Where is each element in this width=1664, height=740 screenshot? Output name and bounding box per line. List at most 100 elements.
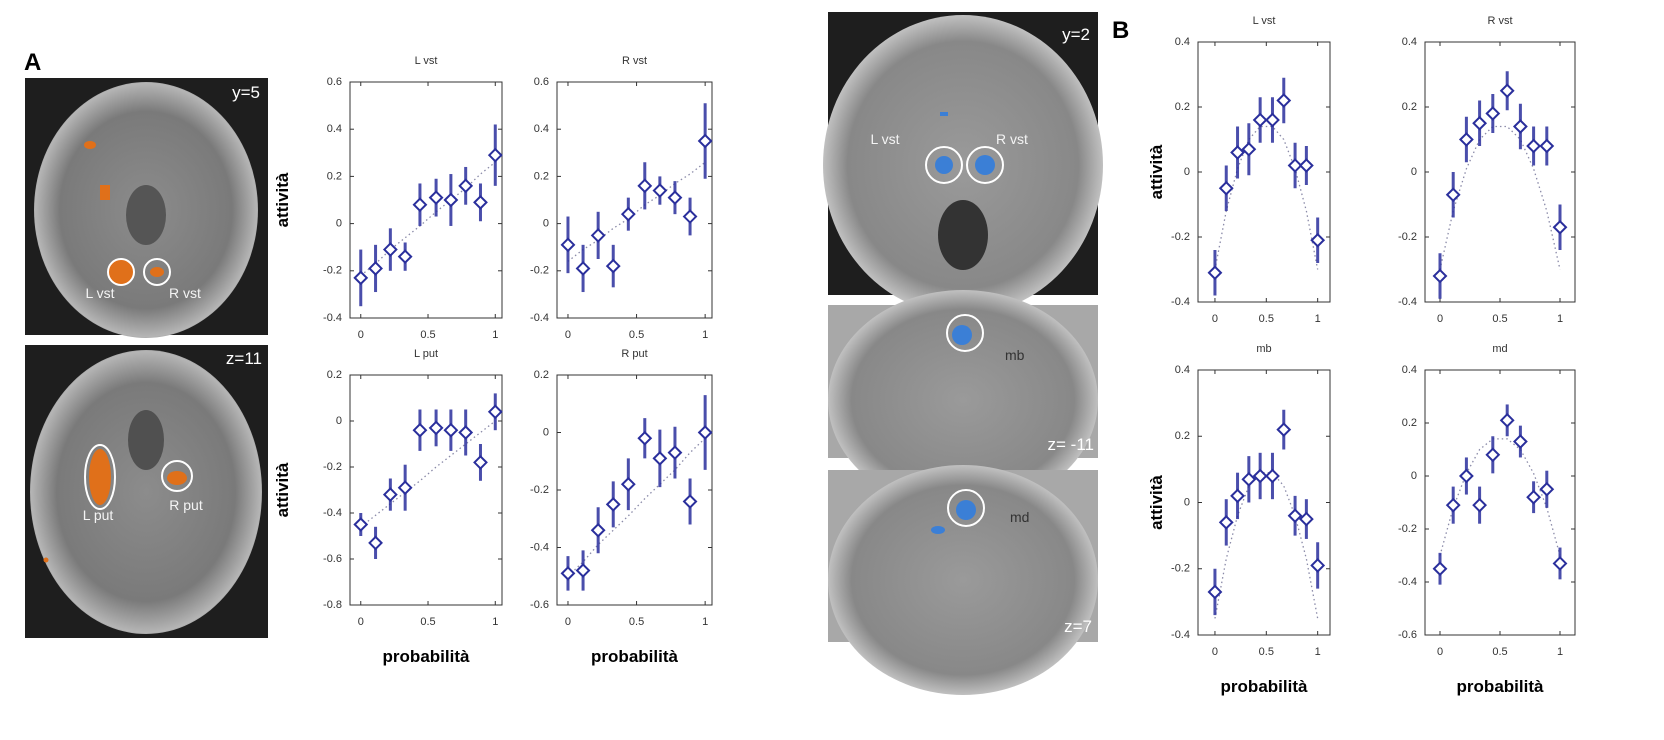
y-axis-label: attività bbox=[1147, 144, 1166, 199]
x-tick-label: 0 bbox=[565, 329, 571, 341]
y-tick-label: 0.2 bbox=[534, 170, 549, 182]
y-axis-label: attività bbox=[1147, 475, 1166, 530]
y-tick-label: 0.6 bbox=[327, 76, 342, 88]
plot-frame bbox=[1425, 42, 1575, 302]
y-tick-label: 0.2 bbox=[327, 369, 342, 381]
y-tick-label: 0.2 bbox=[1175, 430, 1190, 442]
region-label: R vst bbox=[169, 285, 201, 301]
chart-title: R vst bbox=[1487, 15, 1512, 27]
y-tick-label: 0 bbox=[543, 218, 549, 230]
brain-image: md z=7 bbox=[828, 465, 1098, 695]
brain-image: z=11 L put R put bbox=[25, 345, 268, 638]
chart-title: L vst bbox=[1253, 15, 1276, 27]
x-tick-label: 0.5 bbox=[420, 329, 435, 341]
y-tick-label: 0 bbox=[543, 426, 549, 438]
y-tick-label: -0.4 bbox=[1171, 629, 1190, 641]
coordinate: z=7 bbox=[1064, 617, 1092, 636]
x-tick-label: 0.5 bbox=[1259, 313, 1274, 325]
region-label: L vst bbox=[870, 131, 899, 147]
y-tick-label: -0.4 bbox=[1171, 296, 1190, 308]
chart-title: md bbox=[1492, 343, 1507, 355]
panel-label: A bbox=[24, 49, 41, 76]
y-tick-label: -0.4 bbox=[1398, 296, 1417, 308]
region-label: mb bbox=[1005, 347, 1025, 363]
chart-title: R put bbox=[621, 348, 647, 360]
x-tick-label: 0 bbox=[1437, 646, 1443, 658]
x-tick-label: 1 bbox=[492, 329, 498, 341]
chart-title: L put bbox=[414, 348, 438, 360]
y-axis-label: attività bbox=[273, 462, 292, 517]
y-tick-label: -0.2 bbox=[530, 484, 549, 496]
y-tick-label: 0 bbox=[1184, 166, 1190, 178]
plot-frame bbox=[1198, 42, 1330, 302]
y-tick-label: 0.4 bbox=[1175, 36, 1190, 48]
y-tick-label: 0.4 bbox=[327, 123, 342, 135]
figure: A B y=5 L vst R vst z=11 L put R put bbox=[0, 0, 1664, 740]
y-tick-label: 0.6 bbox=[534, 76, 549, 88]
y-tick-label: -0.8 bbox=[323, 599, 342, 611]
brain-image: y=5 L vst R vst bbox=[25, 78, 268, 338]
y-tick-label: -0.4 bbox=[1398, 576, 1417, 588]
y-tick-label: -0.4 bbox=[323, 507, 342, 519]
chart-title: R vst bbox=[622, 55, 647, 67]
region-label: R put bbox=[169, 497, 203, 513]
chart-title: mb bbox=[1256, 343, 1271, 355]
x-tick-label: 0.5 bbox=[1492, 313, 1507, 325]
x-tick-label: 1 bbox=[1315, 646, 1321, 658]
y-tick-label: -0.2 bbox=[1398, 523, 1417, 535]
x-tick-label: 1 bbox=[702, 616, 708, 628]
x-tick-label: 0.5 bbox=[629, 616, 644, 628]
y-tick-label: -0.2 bbox=[1171, 231, 1190, 243]
y-tick-label: 0.2 bbox=[327, 170, 342, 182]
coordinate: z=11 bbox=[226, 349, 262, 368]
x-tick-label: 1 bbox=[1557, 646, 1563, 658]
y-tick-label: 0 bbox=[336, 218, 342, 230]
y-tick-label: 0 bbox=[336, 415, 342, 427]
y-tick-label: 0 bbox=[1184, 496, 1190, 508]
y-tick-label: 0 bbox=[1411, 166, 1417, 178]
region-label: md bbox=[1010, 509, 1029, 525]
x-axis-label: probabilità bbox=[383, 647, 470, 666]
brain-image: y=2 L vst R vst bbox=[823, 12, 1103, 315]
region-label: L put bbox=[83, 507, 114, 523]
x-tick-label: 1 bbox=[492, 616, 498, 628]
x-tick-label: 0 bbox=[1437, 313, 1443, 325]
y-tick-label: 0.2 bbox=[534, 369, 549, 381]
x-axis-label: probabilità bbox=[591, 647, 678, 666]
plot-frame bbox=[1425, 370, 1575, 635]
x-tick-label: 1 bbox=[702, 329, 708, 341]
y-tick-label: 0.4 bbox=[1402, 36, 1417, 48]
y-tick-label: -0.2 bbox=[1171, 563, 1190, 575]
coordinate: y=2 bbox=[1062, 25, 1090, 44]
y-tick-label: -0.4 bbox=[530, 541, 549, 553]
x-tick-label: 0.5 bbox=[629, 329, 644, 341]
y-axis-label: attività bbox=[273, 172, 292, 227]
plot-frame bbox=[350, 375, 502, 605]
x-tick-label: 0 bbox=[358, 329, 364, 341]
y-tick-label: 0.4 bbox=[1175, 364, 1190, 376]
y-tick-label: -0.2 bbox=[323, 461, 342, 473]
panel-label: B bbox=[1112, 17, 1129, 44]
y-tick-label: -0.6 bbox=[1398, 629, 1417, 641]
y-tick-label: 0.4 bbox=[534, 123, 549, 135]
x-tick-label: 0.5 bbox=[420, 616, 435, 628]
x-tick-label: 0.5 bbox=[1492, 646, 1507, 658]
y-tick-label: -0.4 bbox=[323, 312, 342, 324]
x-tick-label: 0 bbox=[1212, 313, 1218, 325]
x-axis-label: probabilità bbox=[1457, 677, 1544, 696]
x-tick-label: 1 bbox=[1315, 313, 1321, 325]
coordinate: y=5 bbox=[232, 83, 260, 102]
y-tick-label: 0.4 bbox=[1402, 364, 1417, 376]
y-tick-label: -0.2 bbox=[1398, 231, 1417, 243]
y-tick-label: 0 bbox=[1411, 470, 1417, 482]
x-tick-label: 0 bbox=[358, 616, 364, 628]
y-tick-label: -0.6 bbox=[323, 553, 342, 565]
x-tick-label: 1 bbox=[1557, 313, 1563, 325]
chart-title: L vst bbox=[415, 55, 438, 67]
y-tick-label: -0.4 bbox=[530, 312, 549, 324]
x-tick-label: 0 bbox=[565, 616, 571, 628]
coordinate: z= -11 bbox=[1048, 435, 1094, 454]
x-tick-label: 0 bbox=[1212, 646, 1218, 658]
region-label: L vst bbox=[85, 285, 114, 301]
y-tick-label: -0.6 bbox=[530, 599, 549, 611]
